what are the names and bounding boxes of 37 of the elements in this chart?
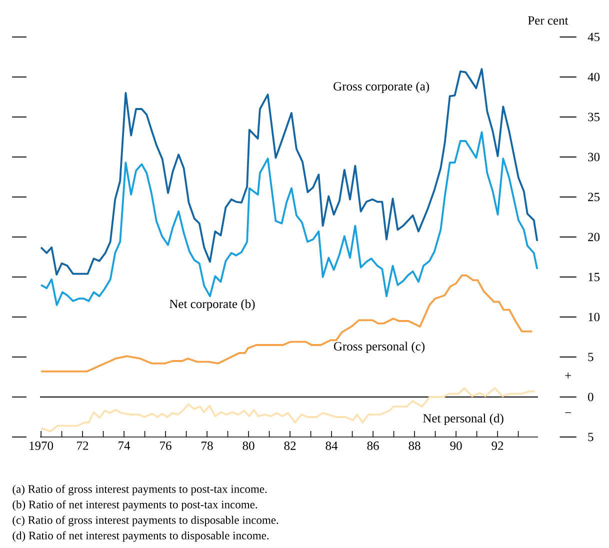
y-tick-label: 30 [588,152,600,162]
text: (d) Ratio of net interest payments to disposable income. [12,531,269,542]
y-tick-label: 45 [588,32,600,42]
x-tick-label: 92 [492,442,504,450]
x-tick-label: 86 [367,442,379,450]
y-tick-label: 5 [588,352,594,362]
line-series [40,387,536,432]
y-tick-label: 35 [588,112,600,122]
y-tick-label: 15 [588,272,600,282]
text: − [565,412,572,413]
line-series [40,274,534,372]
line-series [40,68,538,276]
text: (c) Ratio of gross interest payments to disposable income. [12,516,278,526]
x-tick-label: 1970 [30,442,54,450]
x-tick-label: 78 [202,442,213,450]
y-tick-label: 25 [588,192,600,202]
y-tick-label: 40 [588,72,600,82]
series-label: Gross personal (c) [334,342,425,354]
y-tick-label: 20 [588,232,600,242]
x-tick-label: 82 [284,442,296,450]
x-tick-label: 72 [77,442,88,450]
text: (a) Ratio of gross interest payments to post-tax income. [12,484,267,496]
series-label: Net corporate (b) [170,299,255,311]
y-tick-label: 5 [588,432,594,442]
x-tick-label: 76 [160,442,172,450]
x-tick-label: 74 [118,442,130,450]
series-label: Gross corporate (a) [334,82,430,94]
x-tick-label: 80 [242,442,254,450]
x-tick-label: 84 [326,442,338,450]
series-label: Net personal (d) [423,414,504,426]
x-tick-label: 90 [450,442,462,450]
text: (b) Ratio of net interest payments to post-tax income. [12,500,258,511]
y-tick-label: 0 [588,392,594,402]
x-tick-label: 88 [408,442,420,450]
y-tick-label: 10 [588,312,600,322]
y-axis-title: Per cent [528,16,568,25]
text: + [565,372,572,378]
